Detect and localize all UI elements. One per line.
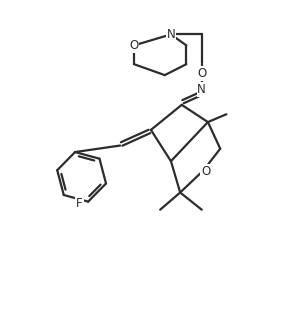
Text: N: N (167, 28, 175, 41)
Text: O: O (201, 165, 210, 178)
Text: O: O (197, 67, 206, 80)
Text: F: F (76, 197, 83, 210)
Text: O: O (129, 39, 139, 52)
Text: N: N (197, 83, 206, 96)
